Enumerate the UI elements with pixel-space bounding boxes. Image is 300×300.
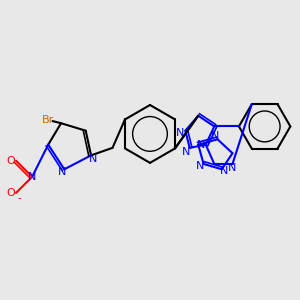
- Text: N: N: [89, 154, 98, 164]
- Text: N: N: [220, 167, 228, 176]
- Text: N: N: [228, 163, 237, 173]
- Text: N: N: [196, 161, 205, 171]
- Text: N: N: [58, 167, 66, 178]
- Text: O: O: [6, 156, 15, 166]
- Text: N: N: [176, 128, 184, 138]
- Text: N: N: [182, 147, 190, 157]
- Text: N: N: [197, 140, 206, 150]
- Text: -: -: [17, 193, 21, 203]
- Text: N: N: [211, 131, 220, 141]
- Text: O: O: [6, 188, 15, 198]
- Text: N: N: [28, 172, 36, 182]
- Text: Br: Br: [42, 115, 54, 125]
